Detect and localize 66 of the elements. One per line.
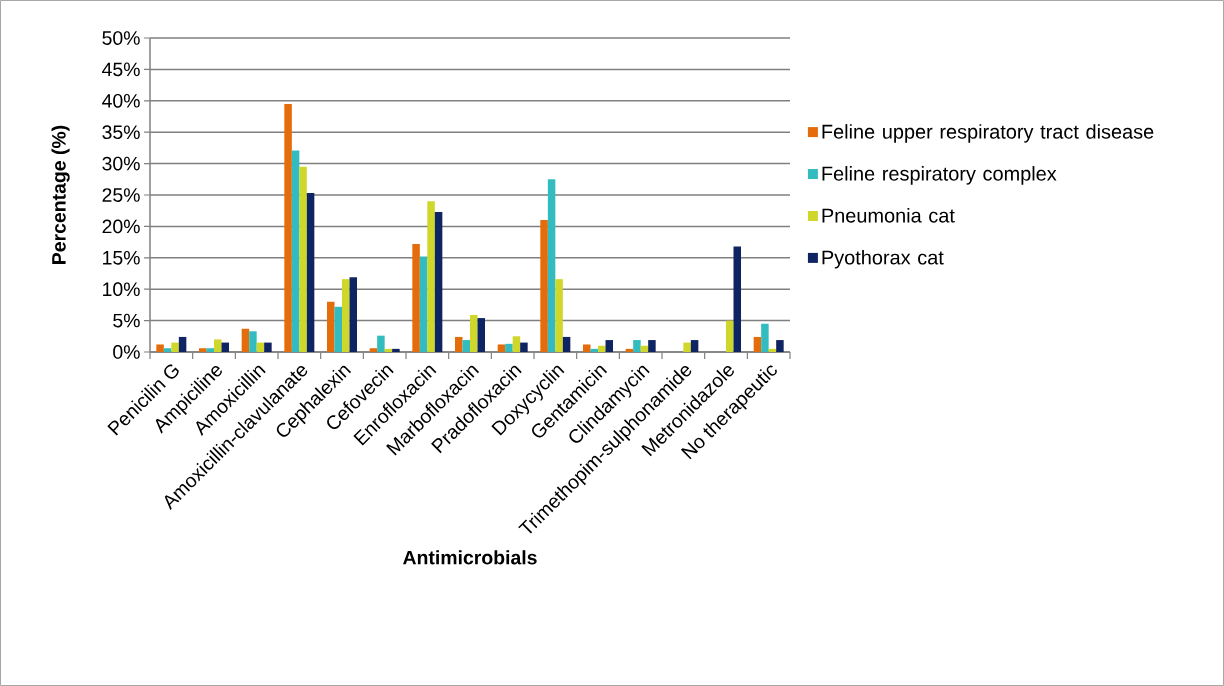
y-tick-label: 5% [113,313,140,328]
bar [349,277,357,352]
bar [291,150,300,352]
y-tick-label: 45% [102,62,140,77]
bar [377,335,385,352]
bar [163,348,172,352]
bar [505,343,513,352]
y-tick-label: 20% [102,219,140,234]
y-tick-label: 10% [103,282,140,297]
bar [392,348,400,352]
bar [369,348,378,352]
bar [497,344,506,352]
bar [648,340,656,352]
bar [156,344,164,352]
bar [583,344,591,352]
bar [512,336,521,352]
bar [555,279,563,352]
legend-label: Feline upper respiratory tract disease [822,124,1154,143]
bar [299,166,307,352]
bar [540,220,548,352]
bar [726,320,734,352]
bar [520,342,528,352]
bar [327,301,335,352]
bar [434,211,443,352]
bar [334,306,342,352]
bar [470,314,478,352]
bar [761,323,769,352]
bar [455,336,463,352]
bar [547,179,556,352]
bar [419,256,428,352]
y-tick-label: 15% [103,250,140,265]
bar [412,243,420,352]
bar [241,328,250,352]
bar [633,340,641,352]
legend-label: Feline respiratory complex [822,166,1057,185]
bar [776,340,784,352]
bar [733,246,742,352]
bar [690,340,699,352]
bar [462,340,470,352]
bar [306,193,315,352]
bar [605,340,613,352]
bar [427,201,435,352]
bar [249,331,257,352]
bar [562,336,571,352]
y-tick-label: 50% [102,31,140,45]
y-axis-title: Percentage (%) [51,125,70,264]
bar [214,339,222,352]
bar [753,336,762,352]
y-tick-label: 0% [113,345,140,359]
legend-label: Pyothorax cat [822,249,944,269]
bar [342,279,350,352]
bar [264,342,272,352]
bar [683,342,691,352]
legend-label: Pneumonia cat [822,208,955,223]
bar [171,342,179,352]
y-tick-label: 30% [102,156,140,171]
bar [477,318,485,352]
y-tick-label: 40% [102,93,140,108]
y-tick-label: 25% [102,188,140,202]
bar [178,336,187,352]
bar [206,348,214,352]
bar [284,103,292,352]
y-tick-label: 35% [102,125,140,140]
bar [199,348,207,352]
bar [598,345,606,352]
x-axis-title: Antimicrobials [403,550,537,565]
